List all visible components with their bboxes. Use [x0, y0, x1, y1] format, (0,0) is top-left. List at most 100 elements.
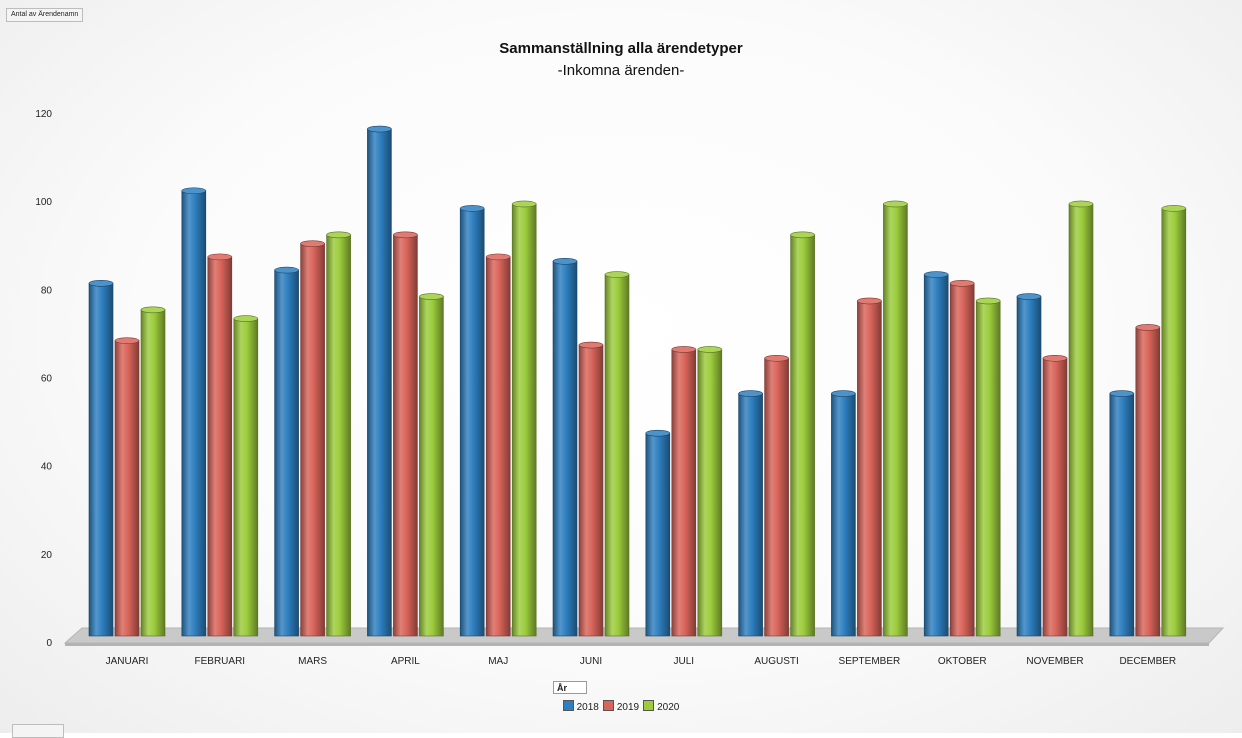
bar-februari-2020	[233, 318, 259, 637]
y-tick-label: 60	[41, 374, 53, 385]
year-field-button[interactable]: År	[553, 681, 587, 694]
bar-september-2019	[857, 300, 882, 637]
bar-cap-augusti-2018	[738, 390, 763, 397]
y-tick-label: 80	[41, 285, 53, 296]
x-tick-label: OKTOBER	[938, 656, 987, 667]
bar-januari-2020	[140, 309, 166, 637]
bar-mars-2019	[300, 243, 325, 637]
x-tick-label: NOVEMBER	[1026, 656, 1083, 667]
bar-cap-oktober-2018	[923, 271, 949, 278]
bar-cap-december-2018	[1109, 390, 1135, 397]
x-tick-label: MAJ	[488, 656, 508, 667]
bar-cap-oktober-2019	[949, 280, 975, 287]
bar-juni-2020	[604, 274, 630, 637]
bar-cap-april-2018	[367, 125, 392, 133]
legend-item-2020: 2020	[643, 700, 679, 713]
bar-group	[88, 125, 1187, 637]
bar-april-2019	[393, 234, 418, 637]
y-tick-label: 20	[41, 550, 53, 561]
bar-cap-juli-2019	[671, 346, 697, 353]
bar-oktober-2019	[949, 283, 975, 637]
chart-subtitle: -Inkomna ärenden-	[557, 62, 685, 79]
bar-december-2019	[1135, 327, 1161, 637]
bar-cap-augusti-2019	[764, 354, 789, 362]
bar-cap-april-2020	[419, 293, 444, 300]
bar-cap-februari-2018	[181, 187, 207, 195]
bar-mars-2020	[326, 234, 351, 637]
bar-cap-juli-2020	[697, 346, 723, 353]
bar-november-2019	[1042, 357, 1068, 637]
legend: 2018 2019 2020	[0, 700, 1242, 713]
x-tick-label: DECEMBER	[1119, 656, 1176, 667]
legend-label: 2018	[576, 702, 599, 713]
x-tick-label: MARS	[298, 656, 327, 667]
bar-cap-juni-2020	[604, 271, 630, 278]
bar-cap-december-2020	[1161, 205, 1187, 212]
bar-cap-januari-2019	[114, 337, 140, 344]
bar-augusti-2018	[738, 393, 763, 637]
bar-cap-juli-2018	[645, 429, 671, 437]
bar-april-2020	[419, 296, 444, 637]
bar-juli-2018	[645, 432, 671, 637]
bar-februari-2019	[207, 256, 233, 637]
bar-maj-2018	[459, 208, 485, 637]
bar-cap-januari-2018	[88, 280, 114, 287]
bar-cap-maj-2019	[485, 253, 511, 261]
bar-cap-november-2020	[1068, 200, 1094, 208]
y-tick-label: 120	[35, 109, 52, 120]
bar-augusti-2020	[790, 234, 815, 637]
bar-cap-februari-2020	[233, 315, 259, 322]
bar-cap-augusti-2020	[790, 231, 815, 239]
bar-februari-2018	[181, 190, 207, 637]
y-tick-label: 100	[35, 197, 52, 208]
bar-juni-2018	[552, 260, 578, 637]
measure-field-button[interactable]: Antal av Ärendenamn	[6, 8, 84, 22]
bar-september-2020	[883, 203, 908, 637]
bar-mars-2018	[274, 269, 299, 637]
bar-november-2020	[1068, 203, 1094, 637]
bar-cap-februari-2019	[207, 253, 233, 261]
x-axis: JANUARI FEBRUARI MARS APRIL MAJ JUNI JULI AUGUS…	[106, 656, 1177, 667]
bar-januari-2019	[114, 340, 140, 637]
bar-cap-december-2019	[1135, 324, 1161, 331]
bar-cap-juni-2019	[578, 341, 604, 349]
bar-cap-september-2019	[857, 297, 882, 305]
bar-april-2018	[367, 128, 392, 637]
x-tick-label: SEPTEMBER	[839, 656, 901, 667]
bar-cap-mars-2018	[274, 266, 299, 274]
bar-augusti-2019	[764, 357, 789, 637]
floor-edge	[65, 643, 1209, 646]
bar-cap-juni-2018	[552, 257, 578, 265]
x-tick-label: FEBRUARI	[195, 656, 246, 667]
bar-september-2018	[831, 393, 856, 637]
y-axis: 0 20 40 60 80 100 120	[35, 109, 52, 649]
bar-juli-2019	[671, 349, 697, 637]
bar-oktober-2020	[975, 300, 1001, 637]
x-tick-label: AUGUSTI	[754, 656, 798, 667]
bar-cap-september-2020	[883, 200, 908, 208]
y-tick-label: 0	[46, 638, 52, 649]
bar-cap-maj-2018	[459, 205, 485, 212]
x-tick-label: JULI	[674, 656, 695, 667]
x-tick-label: JUNI	[580, 656, 602, 667]
bar-december-2020	[1161, 208, 1187, 637]
legend-swatch	[643, 700, 655, 711]
bar-cap-september-2018	[831, 390, 856, 397]
bar-cap-mars-2019	[300, 240, 325, 247]
legend-item-2019: 2019	[602, 700, 640, 713]
bar-januari-2018	[88, 283, 114, 637]
bar-oktober-2018	[923, 274, 949, 637]
bar-cap-maj-2020	[511, 200, 537, 208]
x-tick-label: JANUARI	[106, 656, 149, 667]
legend-label: 2019	[616, 702, 640, 713]
legend-item-2018: 2018	[562, 700, 599, 713]
bar-juni-2019	[578, 344, 604, 637]
legend-label: 2020	[657, 702, 680, 713]
bar-cap-november-2018	[1016, 293, 1042, 300]
bar-maj-2019	[485, 256, 511, 637]
bar-november-2018	[1016, 296, 1042, 637]
bar-cap-april-2019	[393, 231, 418, 239]
row-field-button[interactable]	[12, 724, 64, 738]
chart-title: Sammanställning alla ärendetyper	[499, 40, 743, 57]
bar-cap-januari-2020	[140, 306, 166, 314]
